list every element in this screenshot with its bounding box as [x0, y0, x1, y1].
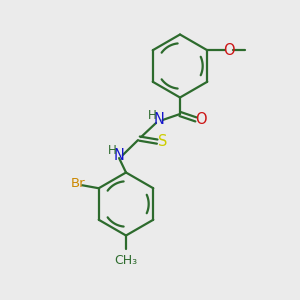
- Text: H: H: [148, 109, 157, 122]
- Text: H: H: [108, 144, 117, 157]
- Text: N: N: [154, 112, 164, 128]
- Text: N: N: [114, 148, 124, 163]
- Text: O: O: [223, 43, 235, 58]
- Text: CH₃: CH₃: [114, 254, 138, 267]
- Text: Br: Br: [71, 177, 85, 190]
- Text: O: O: [195, 112, 206, 127]
- Text: S: S: [158, 134, 167, 149]
